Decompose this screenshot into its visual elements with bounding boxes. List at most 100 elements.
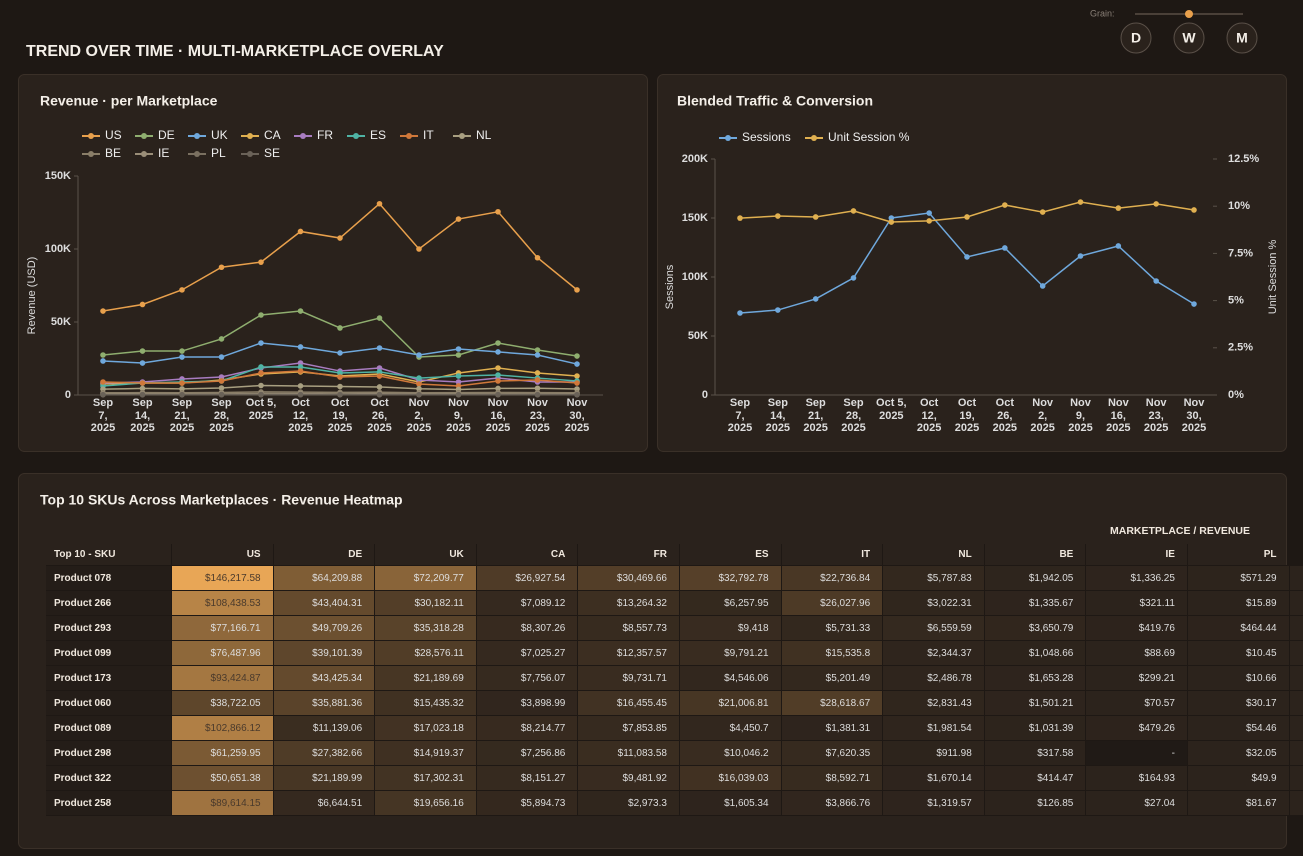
data-point [1077,253,1084,259]
table-cell: $9,418 [679,615,782,641]
grain-button[interactable] [1120,22,1152,54]
y-axis-title: Sessions [664,264,676,309]
legend-marker-dot[interactable] [194,133,200,139]
data-point [926,210,932,216]
table-cell: $1,981.54 [882,715,985,741]
data-point [218,385,225,391]
legend-label[interactable]: SE [264,146,280,160]
data-point [416,391,422,398]
table-cell: $2,831.43 [882,690,985,716]
data-point [139,301,146,308]
table-cell: $32,792.78 [679,565,782,591]
table-cell: $6,644.51 [273,790,376,816]
legend-marker-dot[interactable] [141,151,147,157]
data-point [574,373,580,379]
legend-label[interactable]: US [105,128,122,142]
legend-marker-dot[interactable] [141,133,147,139]
table-cell: $81.67 [1187,790,1290,816]
table-cell: $30.17 [1187,690,1290,716]
table-cell: $164.93 [1085,765,1188,791]
y-tick-label: 0 [65,389,71,401]
legend-marker-dot[interactable] [459,133,465,139]
legend-marker-dot[interactable] [194,151,200,157]
table-cell: $77,166.71 [171,615,274,641]
data-point [1039,283,1046,289]
legend-label[interactable]: NL [476,128,492,142]
legend-label[interactable]: CA [264,128,281,142]
table-cell: $10,046.2 [679,740,782,766]
x-tick-label: Oct 12, 2025 [288,397,313,434]
data-point [534,391,541,398]
x-tick-label: Nov 2, 2025 [406,397,432,434]
table-cell: $317.58 [984,740,1087,766]
legend-marker-dot[interactable] [725,135,731,141]
data-point [376,369,383,375]
data-point [1191,301,1197,307]
data-point [416,352,422,358]
y-tick-label: 100K [682,271,708,283]
legend-marker-dot[interactable] [88,151,94,157]
data-point [337,325,343,331]
data-point [376,365,383,371]
table-cell: $30,182.11 [374,590,477,616]
table-cell: $1,381.31 [781,715,884,741]
data-point [179,287,185,293]
legend-label[interactable]: FR [317,128,333,142]
column-header: Top 10 - SKU [46,544,172,566]
table-cell: $7,256.86 [476,740,579,766]
legend-label[interactable]: IT [423,128,434,142]
page-title: TREND OVER TIME · MULTI-MARKETPLACE OVER… [26,43,444,60]
grain-knob[interactable] [1185,10,1193,18]
data-point [337,350,343,356]
table-cell: $12,357.57 [577,640,680,666]
data-point [376,345,383,351]
table-cell: $1,942.05 [984,565,1087,591]
grain-button-label[interactable]: W [1182,30,1196,46]
legend-marker-dot[interactable] [406,133,412,139]
x-tick-label: Nov 9, 2025 [446,397,471,434]
legend-label[interactable]: BE [105,146,121,160]
data-point [455,373,462,379]
legend-marker-dot[interactable] [300,133,306,139]
x-tick-label: Oct 19, 2025 [954,397,980,434]
table-cell: $8,151.27 [476,765,579,791]
legend-label[interactable]: Sessions [742,130,791,144]
table-cell: $126.85 [984,790,1087,816]
row-label: Product 078 [46,565,172,591]
data-point [218,354,225,360]
legend-marker-dot[interactable] [353,133,359,139]
x-tick-label: Oct 5, 2025 [245,397,277,422]
legend-label[interactable]: UK [211,128,228,142]
grain-button-label[interactable]: D [1131,30,1141,46]
legend-label[interactable]: PL [211,146,226,160]
data-point [179,354,185,360]
grain-label: Grain: [1090,8,1115,18]
grain-button[interactable] [1173,22,1205,54]
column-header: SE [1289,544,1303,566]
legend-label[interactable]: DE [158,128,175,142]
x-tick-label: Sep 7, 2025 [90,397,116,434]
legend-label[interactable]: IE [158,146,169,160]
data-point [139,391,146,398]
table-cell: $4,546.06 [679,665,782,691]
legend-label[interactable]: Unit Session % [828,130,910,144]
legend-marker-dot[interactable] [811,135,817,141]
legend-label[interactable]: ES [370,128,386,142]
table-cell: $10.45 [1187,640,1290,666]
data-point [337,235,343,241]
legend-marker-dot[interactable] [247,133,253,139]
table-cell: $5,201.49 [781,665,884,691]
data-point [964,214,970,220]
data-point [337,374,343,380]
grain-button-label[interactable]: M [1236,30,1248,46]
x-tick-label: Sep 7, 2025 [727,397,753,434]
legend-marker-dot[interactable] [88,133,94,139]
table-cell: $134.2 [1289,590,1303,616]
legend-marker-dot[interactable] [247,151,253,157]
data-point [258,382,264,389]
table-cell: $72,209.77 [374,565,477,591]
y-tick-label: 150K [682,212,708,224]
data-point [850,275,857,281]
grain-button[interactable] [1226,22,1258,54]
data-point [1039,209,1046,215]
